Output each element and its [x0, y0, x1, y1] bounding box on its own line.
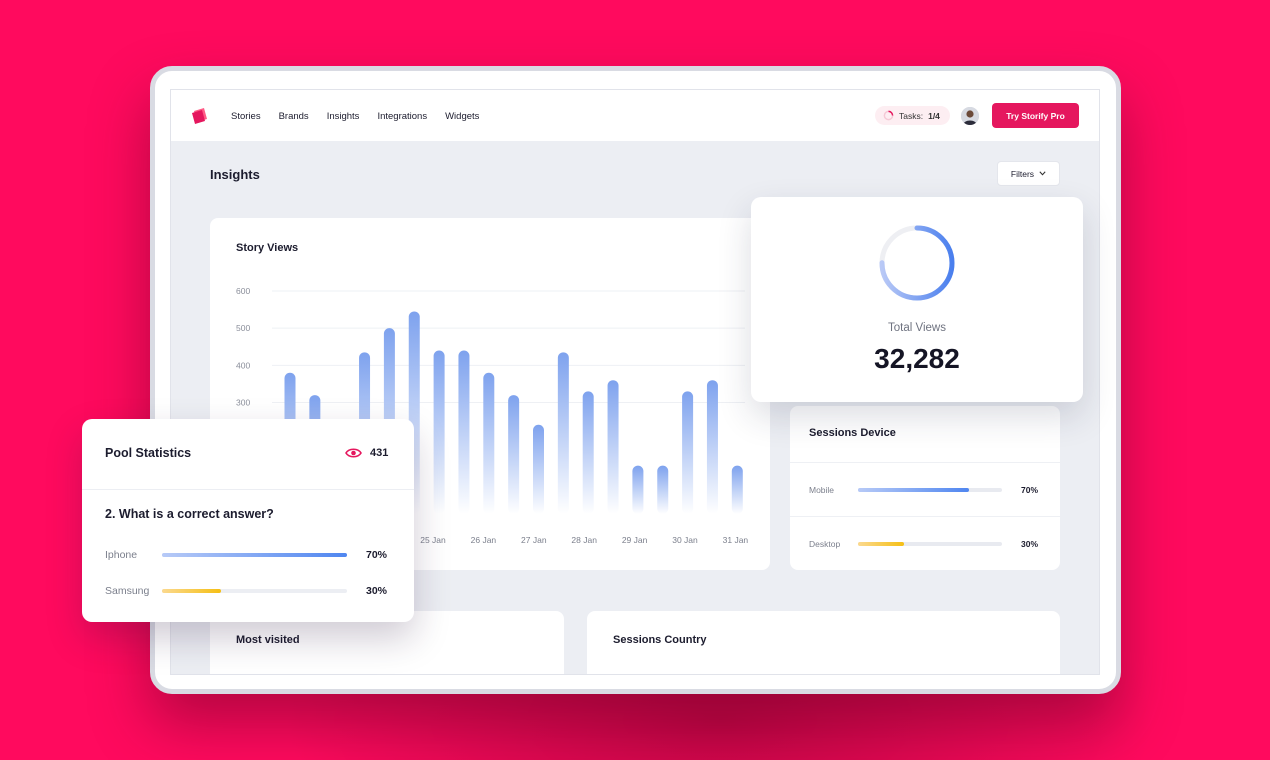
bar[interactable] [508, 395, 520, 514]
bar[interactable] [582, 391, 594, 514]
total-views-card: Total Views 32,282 [751, 197, 1083, 402]
x-tick-label: 25 Jan [420, 535, 446, 545]
bar[interactable] [657, 465, 669, 514]
device-progress-fill [858, 542, 905, 546]
answer-label: Samsung [105, 585, 150, 597]
bar[interactable] [731, 465, 743, 514]
sessions-device-row-mobile: Mobile 70% [790, 462, 1060, 516]
sessions-device-title: Sessions Device [809, 427, 896, 439]
sessions-country-card: Sessions Country [587, 611, 1060, 674]
pool-question: 2. What is a correct answer? [105, 507, 274, 521]
bar[interactable] [483, 372, 495, 514]
pool-answer-row-iphone: Iphone 70% [82, 546, 414, 566]
answer-percent: 30% [366, 585, 388, 597]
total-views-ring [879, 225, 955, 301]
nav-item-integrations[interactable]: Integrations [377, 110, 428, 122]
answer-progress-track [162, 589, 347, 593]
bar[interactable] [607, 380, 619, 514]
top-navigation-bar: Stories Brands Insights Integrations Wid… [171, 90, 1099, 142]
pool-views-count: 431 [370, 447, 389, 459]
chevron-down-icon [1039, 171, 1046, 176]
device-progress-fill [858, 488, 969, 492]
progress-ring-icon [883, 110, 894, 121]
bar[interactable] [458, 350, 470, 514]
story-views-chart: 300 400 500 600 25 Jan 26 Jan 27 Jan 28 Jan 29 J… [236, 286, 749, 545]
bar[interactable] [557, 352, 569, 514]
pool-answer-row-samsung: Samsung 30% [82, 582, 414, 602]
answer-label: Iphone [105, 549, 138, 561]
divider [82, 489, 414, 490]
device-label: Mobile [809, 485, 835, 495]
main-nav: Stories Brands Insights Integrations Wid… [231, 90, 479, 142]
bar[interactable] [682, 391, 694, 514]
bar[interactable] [433, 350, 445, 514]
y-tick-label: 300 [236, 398, 250, 408]
x-tick-label: 26 Jan [471, 535, 497, 545]
sessions-country-title: Sessions Country [613, 634, 707, 646]
total-views-value: 32,282 [874, 343, 960, 374]
answer-progress-fill [162, 553, 347, 557]
pool-statistics-title: Pool Statistics [105, 446, 192, 460]
try-pro-button[interactable]: Try Storify Pro [992, 103, 1079, 128]
device-percent: 70% [1021, 485, 1039, 495]
bar[interactable] [706, 380, 718, 514]
y-tick-label: 500 [236, 323, 250, 333]
eye-icon [345, 448, 362, 458]
x-tick-label: 31 Jan [723, 535, 749, 545]
device-percent: 30% [1021, 539, 1039, 549]
page-title: Insights [210, 167, 260, 182]
nav-item-widgets[interactable]: Widgets [445, 110, 480, 122]
answer-progress-fill [162, 589, 222, 593]
answer-percent: 70% [366, 549, 388, 561]
story-views-title: Story Views [236, 242, 299, 254]
total-views-ring-arc [879, 225, 955, 301]
x-tick-label: 27 Jan [521, 535, 547, 545]
device-label: Desktop [809, 539, 841, 549]
pool-statistics-card: Pool Statistics 431 2. What is a correct… [82, 419, 414, 622]
user-avatar[interactable] [961, 107, 979, 125]
y-tick-label: 400 [236, 360, 250, 370]
storify-logo-icon[interactable] [191, 107, 209, 125]
x-tick-label: 28 Jan [571, 535, 597, 545]
filters-dropdown[interactable]: Filters [997, 161, 1060, 186]
nav-item-stories[interactable]: Stories [231, 110, 261, 122]
most-visited-title: Most visited [236, 634, 300, 646]
answer-progress-track [162, 553, 347, 557]
y-tick-label: 600 [236, 286, 250, 296]
device-progress-track [858, 542, 1002, 546]
tasks-progress-badge[interactable]: Tasks: 1/4 [875, 106, 950, 125]
x-tick-label: 30 Jan [672, 535, 698, 545]
sessions-device-card: Sessions Device Mobile 70% Desktop 30% [790, 406, 1060, 570]
nav-item-brands[interactable]: Brands [278, 110, 309, 122]
nav-item-insights[interactable]: Insights [326, 110, 360, 122]
tasks-value: 1/4 [928, 110, 940, 121]
user-avatar-icon [961, 107, 979, 125]
filters-label: Filters [1010, 168, 1035, 179]
x-tick-label: 29 Jan [622, 535, 648, 545]
device-progress-track [858, 488, 1002, 492]
total-views-label: Total Views [888, 322, 946, 334]
bar[interactable] [632, 465, 644, 514]
tasks-label: Tasks: [899, 110, 924, 121]
bar[interactable] [533, 424, 544, 514]
sessions-device-row-desktop: Desktop 30% [790, 516, 1060, 570]
